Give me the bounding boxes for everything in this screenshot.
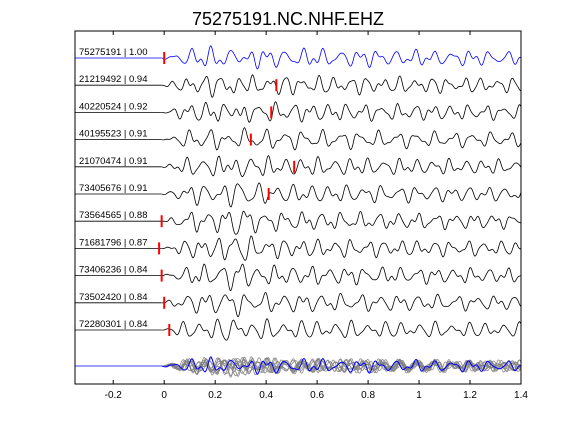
- trace-label: 73564565 | 0.88: [79, 210, 148, 221]
- trace-line: [161, 291, 522, 318]
- stack-reference-line: [161, 356, 522, 375]
- stack-trace-line: [161, 357, 522, 377]
- trace-row: 72280301 | 0.84: [75, 318, 522, 341]
- trace-line: [161, 101, 522, 123]
- trace-row: 73406236 | 0.84: [75, 263, 522, 292]
- trace-line: [161, 127, 522, 151]
- trace-row: 40220524 | 0.92: [75, 101, 522, 123]
- x-axis: -0.2 0 0.2 0.4 0.6 0.8 1 1.2 1.4: [105, 31, 528, 401]
- trace-label: 21070474 | 0.91: [79, 156, 148, 167]
- trace-row: 40195523 | 0.91: [75, 127, 522, 151]
- trace-row: 73564565 | 0.88: [75, 210, 522, 235]
- trace-label: 40220524 | 0.92: [79, 101, 148, 112]
- trace-label: 75275191 | 1.00: [79, 47, 148, 58]
- trace-label: 71681796 | 0.87: [79, 237, 148, 248]
- x-tick-label: -0.2: [105, 390, 123, 401]
- trace-row: 21070474 | 0.91: [75, 154, 522, 178]
- x-tick-label: 0.6: [310, 390, 324, 401]
- trace-line: [161, 154, 522, 178]
- x-tick-label: 0.4: [259, 390, 273, 401]
- trace-label: 73502420 | 0.84: [79, 292, 148, 303]
- trace-label: 21219492 | 0.94: [79, 74, 148, 85]
- trace-row: 73502420 | 0.84: [75, 291, 522, 318]
- x-tick-label: 0.2: [208, 390, 222, 401]
- reference-trace-line: [161, 45, 522, 70]
- trace-line: [161, 182, 522, 208]
- trace-row: 73405676 | 0.91: [75, 182, 522, 208]
- x-tick-label: 1.2: [463, 390, 477, 401]
- trace-row: 71681796 | 0.87: [75, 235, 522, 261]
- x-tick-label: 0.8: [361, 390, 375, 401]
- trace-line: [161, 210, 522, 235]
- plot-frame: [74, 30, 522, 385]
- stack-trace-line: [161, 356, 522, 378]
- x-tick-label: 1: [416, 390, 422, 401]
- trace-line: [161, 74, 522, 98]
- trace-line: [161, 318, 522, 341]
- x-tick-label: 0: [161, 390, 167, 401]
- trace-label: 72280301 | 0.84: [79, 319, 148, 330]
- trace-label: 73405676 | 0.91: [79, 183, 148, 194]
- chart-title: 75275191.NC.NHF.EHZ: [192, 9, 384, 29]
- trace-row: 21219492 | 0.94: [75, 74, 522, 98]
- stack-trace-line: [161, 356, 522, 375]
- stack-panel: [75, 356, 522, 378]
- trace-line: [161, 263, 522, 292]
- plot-axes: 75275191 | 1.00 21219492 | 0.94 40220524 |…: [74, 30, 528, 401]
- x-tick-label: 1.4: [514, 390, 528, 401]
- trace-label: 73406236 | 0.84: [79, 265, 148, 276]
- trace-row: 75275191 | 1.00: [75, 45, 522, 70]
- trace-label: 40195523 | 0.91: [79, 129, 148, 140]
- traces: 75275191 | 1.00 21219492 | 0.94 40220524 |…: [75, 45, 522, 341]
- trace-line: [161, 235, 522, 261]
